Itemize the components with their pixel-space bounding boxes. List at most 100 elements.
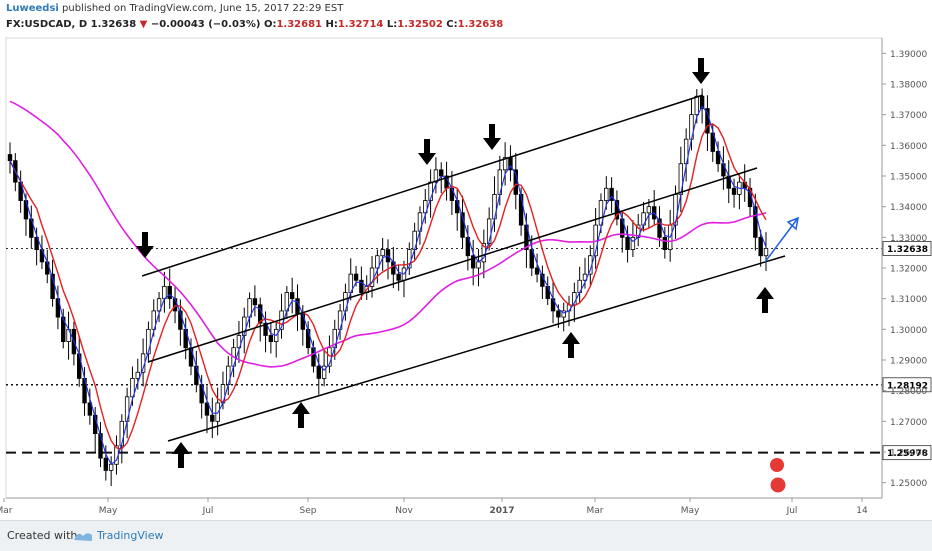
candle-body (502, 157, 508, 171)
time-tick-label: Mar (587, 506, 604, 516)
candle-body (433, 169, 439, 183)
arrow-annotations (136, 58, 774, 468)
candle-body (561, 310, 566, 318)
down-arrow-icon (136, 232, 154, 258)
candle-body (103, 457, 109, 471)
publish-line: Luweedsi published on TradingView.com, J… (6, 3, 343, 14)
open-label: O: (263, 19, 277, 30)
close-value: 1.32638 (457, 19, 504, 30)
symbol-label: FX:USDCAD, D (6, 19, 88, 30)
down-arrow-icon (692, 58, 710, 84)
price-label-text: 1.28192 (887, 381, 928, 391)
candle-body (455, 200, 460, 214)
candle-body (731, 187, 737, 195)
price-tick-label: 1.38000 (890, 81, 927, 91)
ma-mid-line (9, 123, 767, 450)
author-name[interactable]: Luweedsi (6, 3, 59, 14)
candle-body (135, 371, 140, 379)
candle-body (167, 285, 172, 300)
down-arrow-icon (418, 139, 436, 165)
candle-body (439, 169, 444, 177)
open-value: 1.32681 (276, 19, 322, 30)
candle-body (98, 433, 103, 459)
candle-body (34, 236, 39, 250)
price-tick-label: 1.30000 (890, 326, 927, 336)
publish-info: published on TradingView.com, June 15, 2… (58, 3, 344, 14)
candle-body (423, 200, 428, 214)
price-tick-label: 1.39000 (890, 50, 927, 60)
candle-body (753, 206, 758, 238)
projection-arrowhead (786, 216, 799, 231)
price-tick-label: 1.34000 (890, 203, 927, 213)
price-tick-label: 1.25000 (890, 479, 927, 489)
candles (7, 88, 769, 487)
candle-body (316, 365, 321, 379)
candle-body (534, 267, 540, 275)
candle-body (268, 335, 274, 343)
trend-drawings (141, 94, 799, 442)
time-tick-label: Nov (395, 506, 413, 516)
canada-flag-icon (770, 458, 784, 472)
candle-body (646, 206, 652, 214)
price-tick-label: 1.28000 (890, 387, 927, 397)
price-chart[interactable]: 1.32638 1.28192 1.25978 1.25000 1.26000 1.27… (0, 0, 932, 520)
price-tick-label: 1.27000 (890, 418, 927, 428)
candle-body (353, 273, 359, 281)
down-arrow-icon (483, 124, 501, 150)
up-arrow-icon (756, 287, 774, 313)
candle-body (758, 236, 763, 257)
up-arrow-icon (292, 402, 310, 428)
time-tick-label: Jul (786, 506, 798, 516)
candle-body (7, 154, 13, 162)
price-label-box (882, 377, 932, 393)
tradingview-logo-icon[interactable] (72, 528, 94, 544)
price-label-box (882, 241, 932, 256)
candle-body (162, 285, 167, 300)
time-tick-label: 14 (856, 506, 868, 516)
price-tick-label: 1.35000 (890, 173, 927, 183)
usa-flag-icon (769, 476, 787, 494)
price-label-text: 1.32638 (887, 245, 928, 255)
price-tick-label: 1.37000 (890, 111, 927, 121)
candle-body (321, 365, 327, 379)
time-tick-label: May (99, 506, 118, 516)
price-tick-label: 1.36000 (890, 142, 927, 152)
candle-body (146, 328, 151, 355)
price-axis: 1.25000 1.26000 1.27000 1.28000 1.29000 1.300… (881, 38, 927, 498)
candle-body (396, 273, 401, 281)
candle-body (715, 151, 721, 165)
candle-body (380, 249, 385, 257)
tradingview-link[interactable]: TradingView (97, 529, 164, 542)
event-icons (769, 458, 787, 494)
symbol-legend: FX:USDCAD, D 1.32638 ▼ −0.00043 (−0.03%)… (6, 19, 503, 30)
candle-body (529, 249, 534, 269)
candle-body (476, 261, 481, 269)
ma-fast-line (9, 105, 767, 466)
candle-body (470, 255, 476, 269)
candle-body (657, 218, 662, 238)
time-tick-label: May (681, 506, 700, 516)
candle-body (625, 236, 630, 250)
candle-body (204, 402, 210, 416)
projection-line (764, 217, 799, 263)
candle-body (375, 255, 380, 269)
candle-body (609, 187, 614, 201)
candle-body (630, 236, 636, 250)
candle-body (662, 236, 668, 250)
candle-body (694, 95, 699, 116)
price-label-box (882, 445, 932, 461)
candle-body (87, 402, 93, 416)
time-tick-label: Mar (0, 506, 13, 516)
time-tick-label: 2017 (489, 506, 514, 516)
candle-body (252, 298, 258, 306)
time-tick-label: Jul (202, 506, 214, 516)
price-tick-label: 1.29000 (890, 357, 927, 367)
candle-body (699, 95, 705, 109)
footer: Created with TradingView (0, 520, 932, 551)
candle-body (130, 377, 135, 398)
candle-body (45, 261, 50, 275)
trend-channel-line (167, 255, 786, 442)
change-down-icon: ▼ (139, 19, 148, 30)
candle-body (108, 463, 114, 471)
price-tick-label: 1.26000 (890, 449, 927, 459)
